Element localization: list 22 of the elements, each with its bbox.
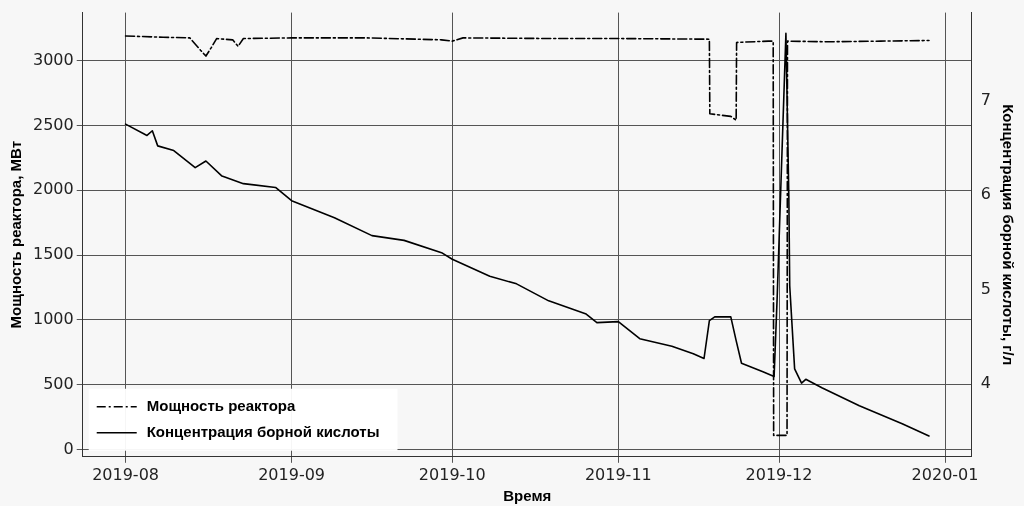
x-tick-label: 2019-09	[258, 464, 326, 484]
legend-label: Концентрация борной кислоты	[146, 422, 380, 440]
y-tick-label: 2000	[33, 179, 74, 199]
y2-tick-label: 4	[980, 373, 992, 393]
x-tick-label: 2019-08	[92, 464, 159, 484]
y-tick-label: 2500	[33, 114, 74, 134]
y-tick-label: 3000	[33, 49, 74, 69]
x-tick-label: 2020-01	[911, 464, 979, 484]
y-tick-label: 500	[43, 373, 74, 393]
y-axis-title: Мощность реактора, МВт	[7, 141, 25, 329]
y2-tick-label: 6	[980, 184, 992, 204]
y-tick-label: 1000	[33, 309, 74, 329]
x-tick-label: 2019-12	[745, 464, 813, 484]
y2-tick-label: 5	[980, 278, 992, 298]
x-tick-label: 2019-10	[418, 464, 486, 484]
y2-tick-label: 7	[980, 89, 992, 109]
x-tick-label: 2019-11	[584, 464, 652, 484]
legend-label: Мощность реактора	[146, 396, 296, 414]
y-tick-label: 1500	[33, 244, 74, 264]
x-axis-title: Время	[503, 487, 552, 505]
y2-axis-title: Концентрация борной кислоты, г/л	[999, 104, 1017, 366]
y-tick-label: 0	[63, 438, 74, 458]
